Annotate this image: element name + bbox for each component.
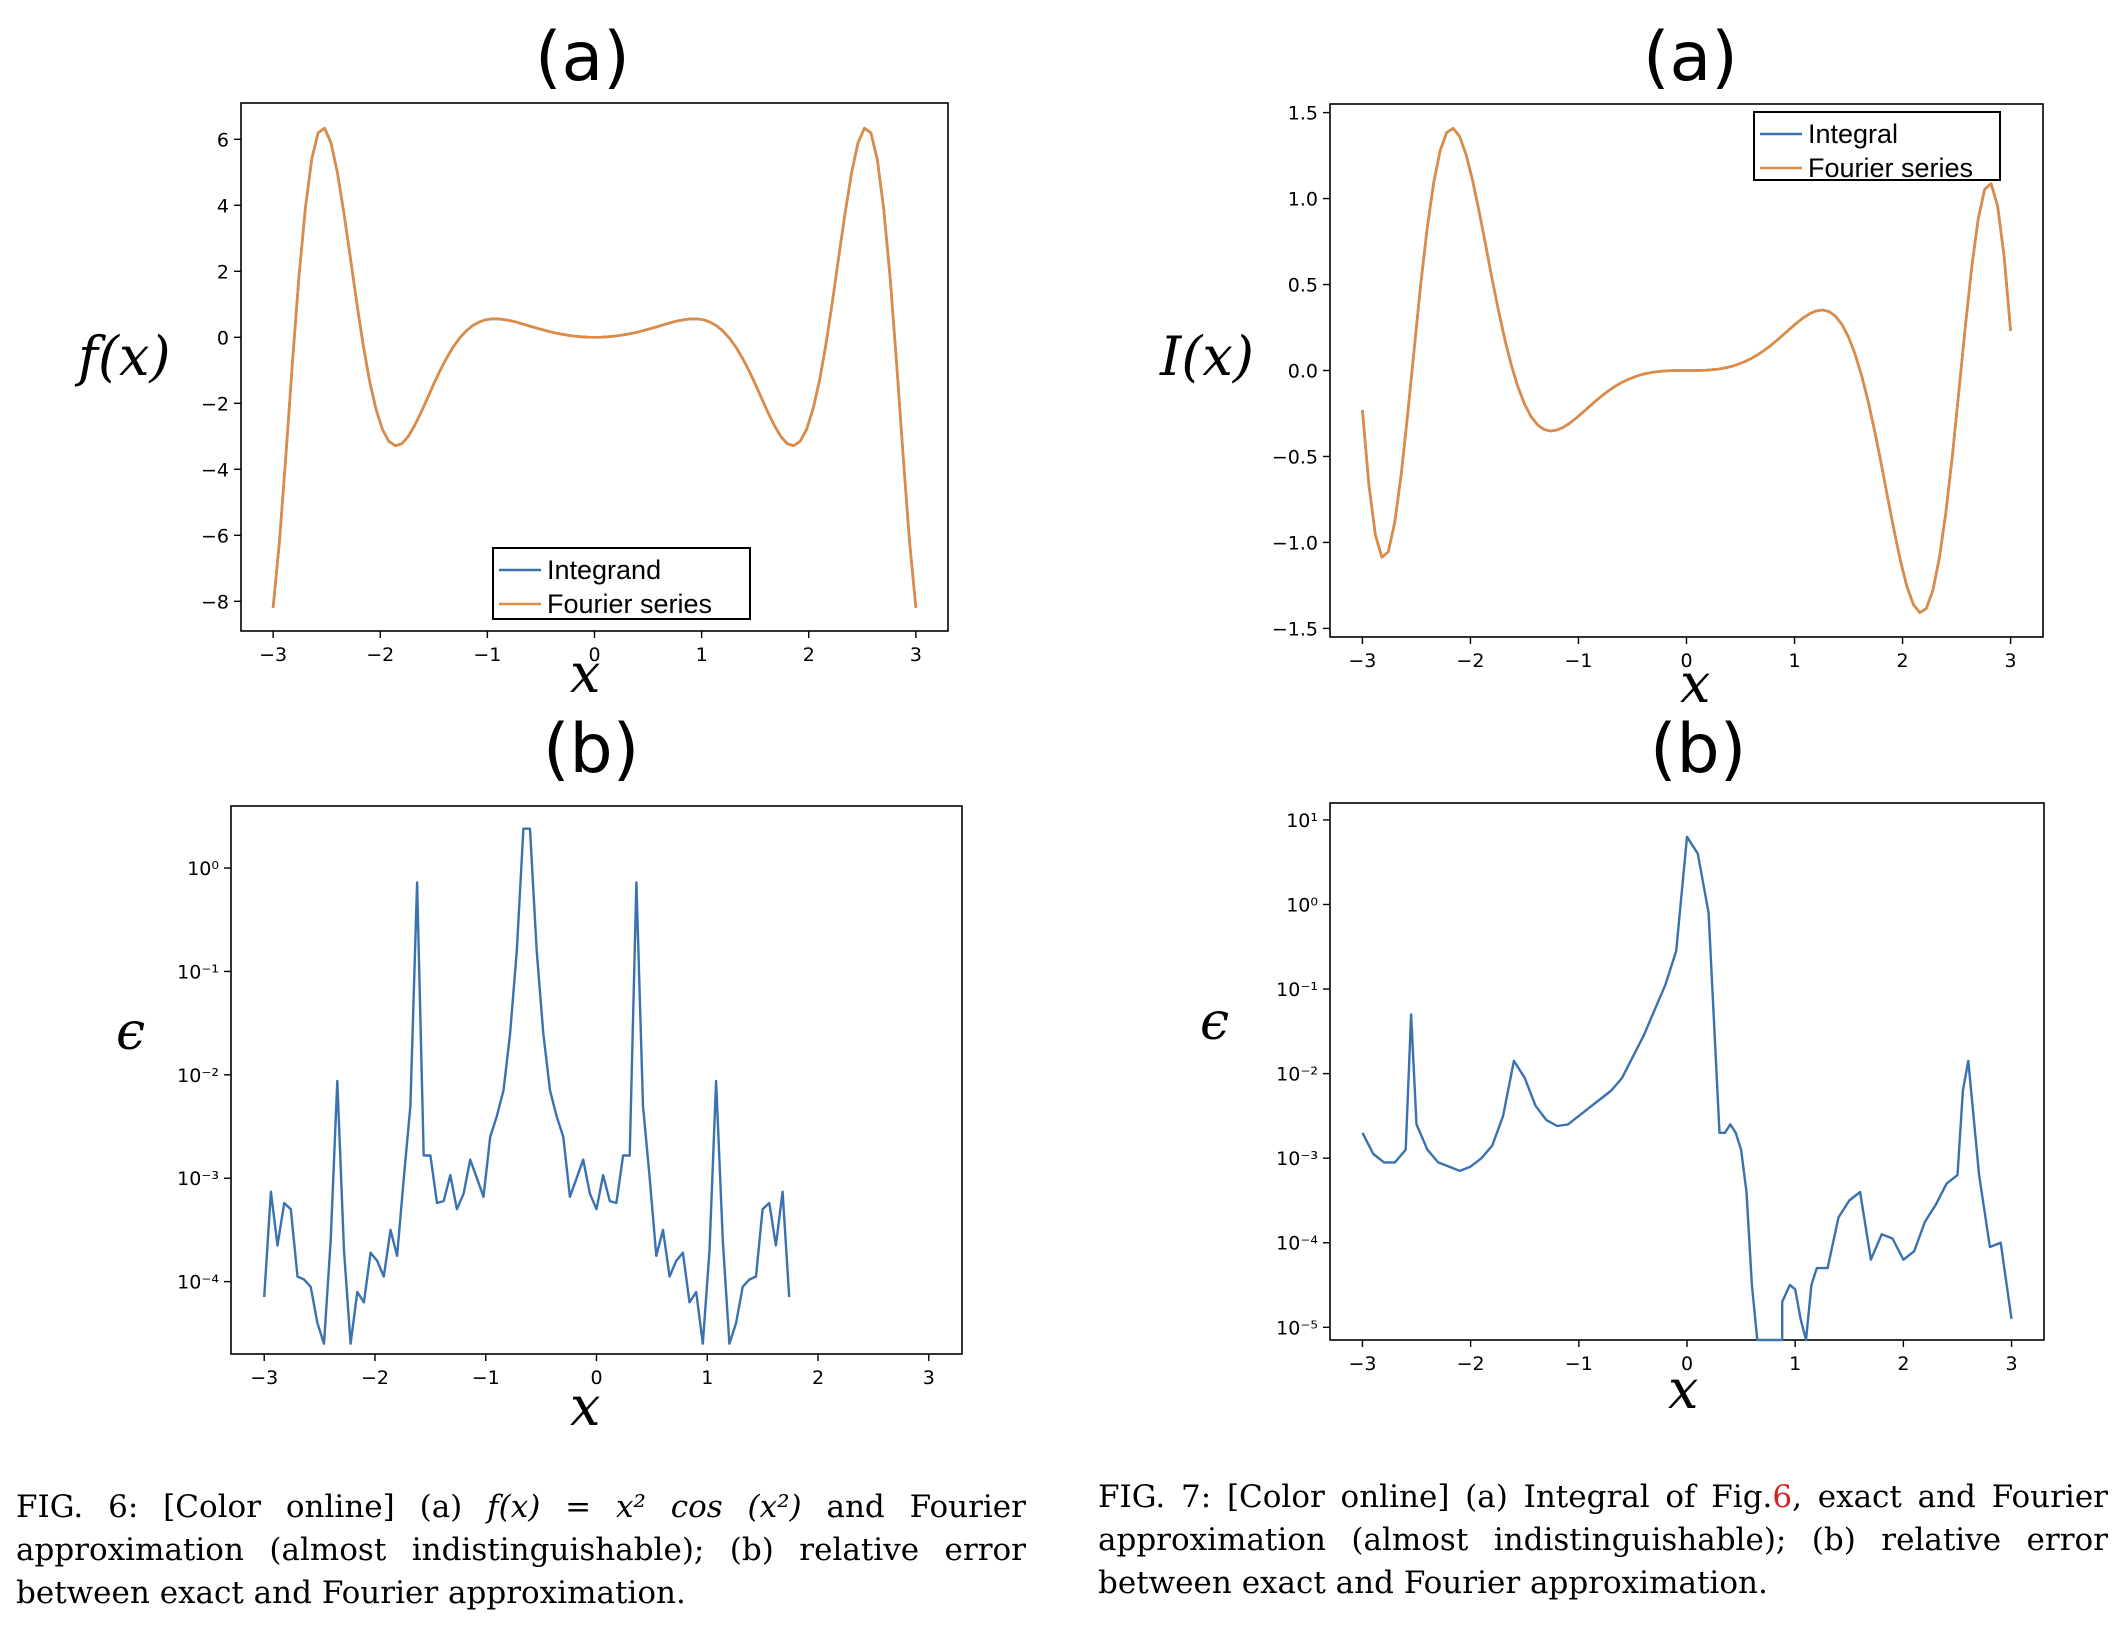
fig7a-legend-label: Integral [1808, 119, 1898, 149]
fig6a-ytick-label: 6 [217, 129, 229, 151]
fig6b-xtick-label: −3 [250, 1367, 278, 1389]
fig7a-xlabel: x [1680, 652, 1711, 715]
fig7b-xlabel: x [1668, 1358, 1699, 1421]
fig6a-legend-box [492, 547, 751, 620]
fig6a-xtick-label: −3 [259, 644, 287, 666]
fig7b-axes-frame [1329, 802, 2045, 1341]
fig7a-xtick-label: 3 [2005, 650, 2017, 672]
fig7b-xtick-label: 2 [1897, 1353, 1909, 1375]
fig6b-xlabel: x [570, 1375, 601, 1438]
fig6b-xtick-label: 1 [701, 1367, 713, 1389]
fig7a-series-fourier [1361, 127, 2012, 615]
fig6b-xtick-label: 0 [590, 1367, 602, 1389]
fig6a-xtick-label: 1 [696, 644, 708, 666]
fig6b-xtick-label: −1 [472, 1367, 500, 1389]
fig6a-xtick-label: 3 [910, 644, 922, 666]
fig7b-xtick-label: 0 [1681, 1353, 1693, 1375]
fig7a-ytick-label: −0.5 [1272, 446, 1318, 468]
fig7b-xtick-label: −1 [1565, 1353, 1593, 1375]
fig7a-ytick-label: 1.0 [1288, 189, 1318, 211]
fig7b-xtick-label: −2 [1457, 1353, 1485, 1375]
fig7b-ylabel: ϵ [1200, 992, 1230, 1052]
fig7b-ytick-label: 10¹ [1286, 810, 1318, 832]
fig6a-xlabel: x [570, 642, 601, 705]
fig6a-series-integrand [271, 126, 918, 609]
fig7-caption-label: FIG. 7: [1098, 1479, 1212, 1515]
fig6b-ytick-label: 10⁻² [177, 1065, 219, 1087]
fig7a-ytick-label: −1.0 [1272, 532, 1318, 554]
fig7a-ytick-label: −1.5 [1272, 618, 1318, 640]
fig6b-series-error [263, 827, 791, 1345]
fig7a-xtick-label: −3 [1348, 650, 1376, 672]
fig6a-legend-label: Fourier series [547, 589, 712, 619]
fig7a-xtick-label: −2 [1456, 650, 1484, 672]
fig7a-title: (a) [1643, 18, 1738, 97]
fig7a-ylabel: I(x) [1160, 325, 1254, 388]
fig7b-ytick-label: 10⁻⁵ [1276, 1317, 1318, 1339]
fig7b-ytick-label: 10⁻³ [1276, 1148, 1318, 1170]
fig6-caption-part1: [Color online] (a) [163, 1489, 463, 1525]
fig7b-ytick-label: 10⁻² [1276, 1064, 1318, 1086]
fig6a-ytick-label: −4 [201, 459, 229, 481]
fig6a-ytick-label: 4 [217, 195, 229, 217]
fig7a-xtick-label: 1 [1788, 650, 1800, 672]
fig6b-ytick-label: 10⁻³ [177, 1168, 219, 1190]
fig6a-xtick-label: 2 [803, 644, 815, 666]
fig6-caption-equation: f(x) = x² cos (x²) [487, 1489, 802, 1525]
fig7-caption-ref-link[interactable]: 6 [1772, 1479, 1793, 1515]
fig7b-ytick-label: 10⁻¹ [1276, 979, 1318, 1001]
fig6b-ytick-label: 10⁻⁴ [177, 1272, 219, 1294]
fig7a-ytick-label: 0.5 [1288, 275, 1318, 297]
fig6b-xtick-label: −2 [361, 1367, 389, 1389]
fig6a-xtick-label: −1 [473, 644, 501, 666]
fig6b-xtick-label: 3 [923, 1367, 935, 1389]
fig6a-ytick-label: 0 [217, 327, 229, 349]
fig7-caption-part1: [Color online] (a) Integral of Fig. [1226, 1479, 1773, 1515]
fig7b-xtick-label: 1 [1789, 1353, 1801, 1375]
fig6-caption-label: FIG. 6: [16, 1489, 139, 1525]
fig7b-ytick-label: 10⁰ [1286, 894, 1318, 916]
fig6a-ytick-label: −2 [201, 393, 229, 415]
fig7a-xtick-label: 2 [1897, 650, 1909, 672]
fig7-caption: FIG. 7: [Color online] (a) Integral of F… [1098, 1476, 2108, 1605]
fig6b-axes-frame [230, 805, 963, 1355]
fig6b-ylabel: ϵ [116, 1002, 146, 1062]
fig6a-title: (a) [535, 18, 630, 97]
fig6-caption-part2: and Fourier approximation (almost indist… [16, 1489, 1026, 1611]
fig6b-xtick-label: 2 [812, 1367, 824, 1389]
fig6a-legend-label: Integrand [547, 555, 661, 585]
fig6a-ylabel: f(x) [78, 325, 171, 388]
fig7b-xtick-label: −3 [1348, 1353, 1376, 1375]
fig6-caption: FIG. 6: [Color online] (a) f(x) = x² cos… [16, 1486, 1026, 1615]
fig6b-title: (b) [543, 710, 640, 789]
fig7b-series-error [1361, 835, 2013, 1342]
fig7a-xtick-label: 0 [1680, 650, 1692, 672]
fig6a-ytick-label: −6 [201, 525, 229, 547]
fig6a-xtick-label: −2 [366, 644, 394, 666]
fig6a-ytick-label: 2 [217, 261, 229, 283]
fig7-caption-part2: , exact and Fourier approximation (almos… [1098, 1479, 2108, 1601]
fig6b-ytick-label: 10⁰ [187, 858, 219, 880]
fig7b-ytick-label: 10⁻⁴ [1276, 1233, 1318, 1255]
fig7a-xtick-label: −1 [1564, 650, 1592, 672]
fig6a-xtick-label: 0 [588, 644, 600, 666]
fig7a-ytick-label: 1.5 [1288, 103, 1318, 125]
fig7a-legend-label: Fourier series [1808, 153, 1973, 183]
fig6a-ytick-label: −8 [201, 591, 229, 613]
fig6a-series-fourier [271, 126, 918, 609]
fig6b-ytick-label: 10⁻¹ [177, 961, 219, 983]
fig7b-title: (b) [1650, 710, 1747, 789]
fig7a-ytick-label: 0.0 [1288, 361, 1318, 383]
fig7b-xtick-label: 3 [2005, 1353, 2017, 1375]
